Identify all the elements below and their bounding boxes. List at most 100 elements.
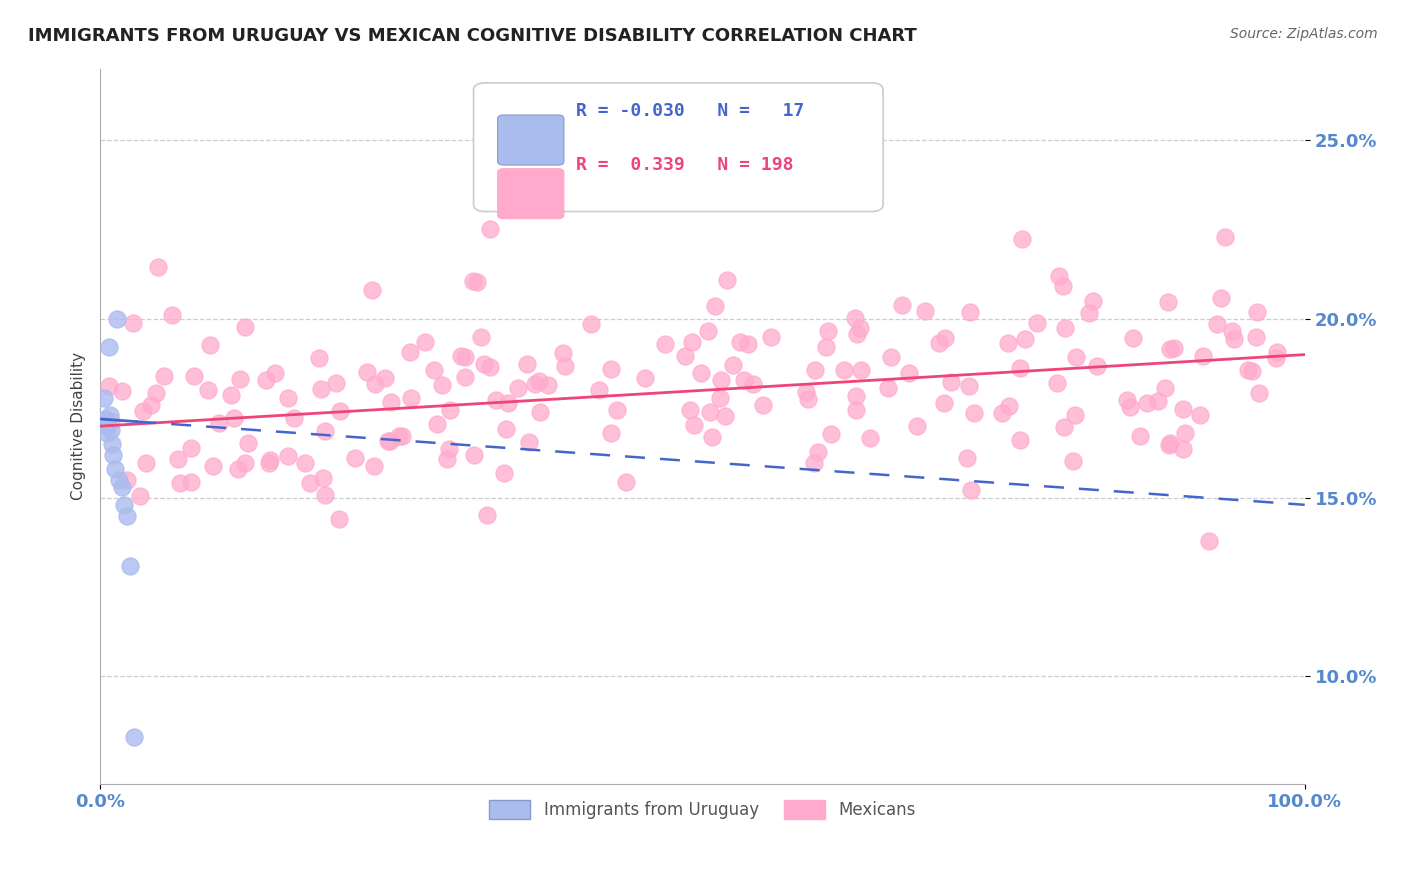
FancyBboxPatch shape	[498, 169, 564, 219]
Point	[277, 449, 299, 463]
Point	[1249, 386, 1271, 401]
Point	[1122, 331, 1144, 345]
Point	[1047, 268, 1070, 283]
Text: IMMIGRANTS FROM URUGUAY VS MEXICAN COGNITIVE DISABILITY CORRELATION CHART: IMMIGRANTS FROM URUGUAY VS MEXICAN COGNI…	[28, 27, 917, 45]
Point	[689, 366, 711, 380]
Point	[654, 336, 676, 351]
Point	[100, 423, 122, 437]
Point	[1223, 332, 1246, 346]
Point	[374, 371, 396, 385]
Point	[139, 398, 162, 412]
Point	[709, 391, 731, 405]
Point	[98, 409, 121, 423]
Point	[180, 475, 202, 490]
Point	[361, 283, 384, 297]
Point	[470, 330, 492, 344]
Point	[1163, 342, 1185, 356]
Point	[112, 498, 135, 512]
Point	[94, 412, 117, 426]
Point	[721, 358, 744, 372]
Point	[1083, 293, 1105, 308]
Point	[681, 334, 703, 349]
Point	[108, 473, 131, 487]
Point	[1053, 321, 1076, 335]
Point	[814, 340, 837, 354]
Point	[153, 368, 176, 383]
Point	[380, 434, 402, 449]
Point	[834, 362, 856, 376]
Point	[524, 377, 547, 392]
Point	[934, 331, 956, 345]
Point	[415, 334, 437, 349]
Point	[752, 398, 775, 412]
Point	[699, 405, 721, 419]
Point	[478, 222, 501, 236]
Point	[494, 466, 516, 480]
Point	[703, 300, 725, 314]
Point	[465, 276, 488, 290]
Point	[309, 383, 332, 397]
Point	[997, 336, 1019, 351]
Point	[294, 456, 316, 470]
Point	[1237, 363, 1260, 377]
Point	[634, 371, 657, 385]
Point	[105, 311, 128, 326]
Point	[891, 298, 914, 312]
Point	[844, 311, 866, 326]
Point	[737, 337, 759, 351]
Point	[1026, 316, 1049, 330]
Point	[700, 429, 723, 443]
Point	[103, 462, 125, 476]
Point	[495, 422, 517, 436]
Point	[167, 451, 190, 466]
Point	[233, 319, 256, 334]
Point	[115, 508, 138, 523]
Point	[93, 391, 115, 405]
Point	[1010, 360, 1032, 375]
FancyBboxPatch shape	[474, 83, 883, 211]
Point	[229, 372, 252, 386]
Point	[516, 357, 538, 371]
Point	[1052, 279, 1074, 293]
Point	[363, 458, 385, 473]
Point	[329, 404, 352, 418]
Point	[696, 324, 718, 338]
Point	[226, 462, 249, 476]
Point	[122, 731, 145, 745]
Point	[849, 321, 872, 335]
FancyBboxPatch shape	[498, 115, 564, 165]
Point	[1011, 232, 1033, 246]
Point	[1188, 408, 1211, 422]
Point	[377, 434, 399, 449]
Point	[1174, 425, 1197, 440]
Point	[1264, 351, 1286, 365]
Point	[998, 399, 1021, 413]
Point	[328, 512, 350, 526]
Point	[498, 395, 520, 409]
Text: R =  0.339   N = 198: R = 0.339 N = 198	[576, 156, 793, 174]
Point	[183, 369, 205, 384]
Point	[437, 442, 460, 456]
Point	[198, 338, 221, 352]
Point	[673, 350, 696, 364]
Point	[233, 456, 256, 470]
Point	[423, 363, 446, 377]
Point	[803, 456, 825, 470]
Point	[259, 453, 281, 467]
Point	[1198, 533, 1220, 548]
Point	[426, 417, 449, 432]
Point	[454, 370, 477, 384]
Point	[160, 308, 183, 322]
Point	[963, 406, 986, 420]
Point	[845, 389, 868, 403]
Point	[1220, 324, 1243, 338]
Point	[461, 274, 484, 288]
Point	[527, 374, 550, 388]
Point	[554, 359, 576, 373]
Point	[1077, 306, 1099, 320]
Point	[1156, 295, 1178, 310]
Point	[877, 381, 900, 395]
Point	[1157, 438, 1180, 452]
Point	[928, 335, 950, 350]
Point	[710, 374, 733, 388]
